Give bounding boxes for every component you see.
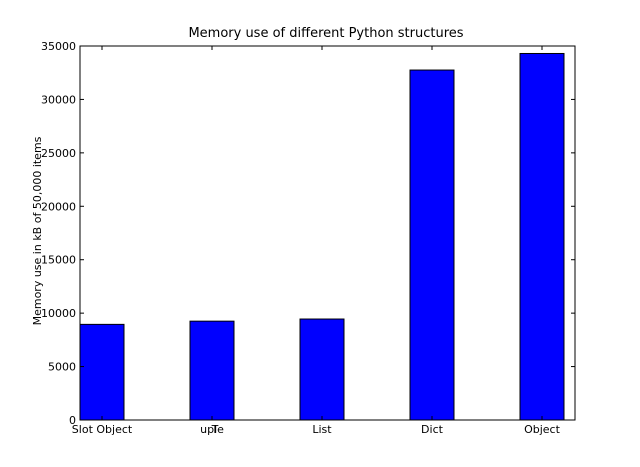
y-tick-label: 25000 <box>41 147 76 160</box>
x-tick-label: Dict <box>421 423 444 436</box>
bar-4 <box>519 52 565 421</box>
y-tick-label: 20000 <box>41 200 76 213</box>
y-axis-label: Memory use in kB of 50,000 items <box>31 136 44 325</box>
bars-group <box>79 52 565 421</box>
x-tick-label: Slot Object <box>72 423 133 436</box>
x-tick-label: Object <box>524 423 561 436</box>
x-tick-label-overlap-glyph: T <box>211 423 219 436</box>
y-tick-label: 10000 <box>41 307 76 320</box>
bar-3 <box>409 69 455 421</box>
y-tick-label: 35000 <box>41 40 76 53</box>
bar-0 <box>79 323 125 421</box>
y-tick-label: 0 <box>69 414 76 427</box>
y-tick-label: 30000 <box>41 93 76 106</box>
y-tick-label: 5000 <box>48 361 76 374</box>
y-tick-label: 15000 <box>41 254 76 267</box>
bar-1 <box>189 320 235 421</box>
x-tick-label: List <box>312 423 332 436</box>
bar-2 <box>299 318 345 421</box>
plot-frame <box>79 45 576 421</box>
chart-title: Memory use of different Python structure… <box>188 26 463 41</box>
x-tick-label: uple <box>200 423 224 436</box>
